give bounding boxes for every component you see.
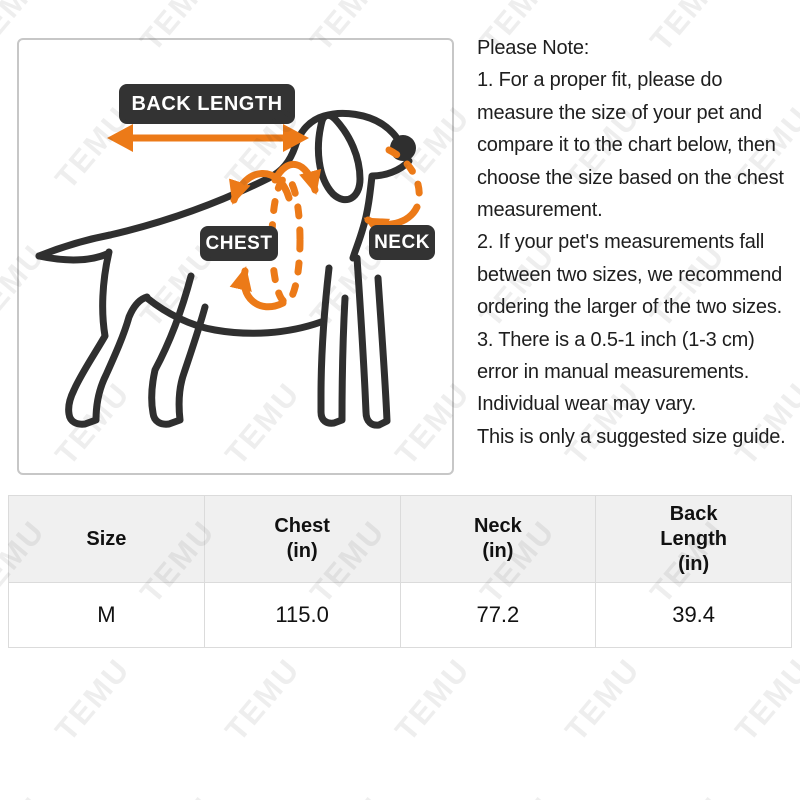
back-length-arrow (107, 124, 309, 152)
temu-watermark: TEMU (303, 790, 392, 800)
dog-ear (314, 111, 364, 204)
size-table: Size Chest (in) Neck (in) Back Length (i… (8, 495, 792, 648)
chest-arrow-lower (229, 266, 287, 311)
cell-chest: 115.0 (203, 582, 401, 648)
dog-measurement-illustration (35, 109, 423, 429)
shoulder-arrow (271, 160, 322, 195)
header-back-length: Back Length (in) (595, 495, 792, 583)
header-neck: Neck (in) (399, 495, 597, 583)
neck-label: NECK (369, 225, 435, 260)
temu-watermark: TEMU (133, 790, 222, 800)
temu-watermark: TEMU (728, 651, 800, 748)
temu-watermark: TEMU (48, 651, 137, 748)
measurement-diagram-panel: BACK LENGTH CHEST NECK (17, 38, 454, 475)
temu-watermark: TEMU (218, 651, 307, 748)
chest-arrow-upper (229, 170, 293, 205)
temu-watermark: TEMU (0, 790, 53, 800)
dog-nose (390, 135, 416, 161)
header-size: Size (8, 495, 205, 583)
header-chest: Chest (in) (203, 495, 401, 583)
neck-arrow (363, 203, 421, 239)
note-text: Please Note: 1. For a proper fit, please… (477, 37, 786, 448)
cell-back-length: 39.4 (595, 582, 792, 648)
temu-watermark: TEMU (473, 790, 562, 800)
chest-label: CHEST (200, 226, 278, 261)
cell-size: M (8, 582, 205, 648)
temu-watermark: TEMU (388, 651, 477, 748)
neck-girth-dashed-curve (385, 146, 423, 202)
temu-watermark: TEMU (643, 790, 732, 800)
table-row: M 115.0 77.2 39.4 (8, 582, 792, 648)
temu-watermark: TEMU (558, 651, 647, 748)
size-table-header-row: Size Chest (in) Neck (in) Back Length (i… (8, 495, 792, 583)
back-length-label: BACK LENGTH (119, 84, 295, 124)
cell-neck: 77.2 (399, 582, 597, 648)
